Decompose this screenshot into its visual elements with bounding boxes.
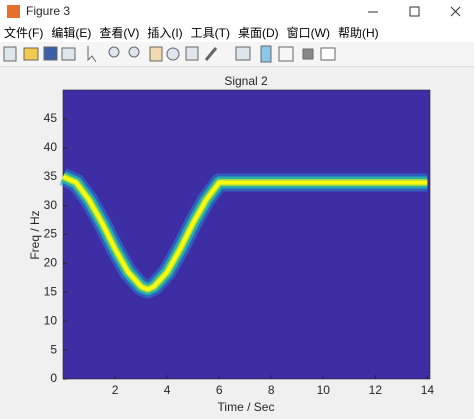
menu-item[interactable]: 文件(F): [4, 26, 44, 40]
menu-item[interactable]: 桌面(D): [237, 26, 279, 40]
maximize-button[interactable]: [409, 6, 420, 17]
x-axis-label: Time / Sec: [218, 400, 275, 414]
title-bar: Figure 3: [0, 0, 474, 24]
toolbar: [0, 42, 474, 67]
tool-buttons[interactable]: [3, 45, 336, 63]
menu-item[interactable]: 窗口(W): [286, 26, 330, 40]
toolbar-icons: [3, 45, 336, 63]
y-axis-label: Freq / Hz: [28, 210, 42, 259]
menu-item[interactable]: 帮助(H): [337, 26, 379, 40]
menu-item[interactable]: 查看(V): [99, 26, 140, 40]
y-tick-label: 10: [44, 313, 58, 327]
close-button[interactable]: [450, 6, 461, 17]
app-icon: [7, 5, 20, 18]
menu-item[interactable]: 编辑(E): [51, 26, 92, 40]
x-tick-label: 2: [112, 383, 119, 397]
window-title: Figure 3: [26, 4, 70, 18]
menu-item[interactable]: 工具(T): [190, 26, 230, 40]
title-bar-graphics: Figure 3: [7, 4, 461, 18]
y-tick-label: 0: [50, 371, 57, 385]
y-tick-label: 20: [44, 256, 58, 270]
y-tick-label: 45: [44, 111, 58, 125]
chart-title: Signal 2: [224, 74, 268, 88]
ridge-line: [63, 177, 427, 290]
menu-bar: 文件(F) 编辑(E) 查看(V) 插入(I) 工具(T) 桌面(D) 窗口(W) 帮助(H): [0, 24, 474, 42]
menu-item[interactable]: 插入(I): [147, 26, 183, 40]
chart: Signal 2 Time / Sec Freq / Hz 2 4 6 8 10 12 14…: [28, 74, 435, 414]
y-tick-label: 30: [44, 198, 58, 212]
x-tick-label: 12: [369, 383, 383, 397]
y-tick-label: 35: [44, 169, 58, 183]
y-tick-label: 25: [44, 227, 58, 241]
x-tick-label: 10: [317, 383, 331, 397]
x-tick-label: 6: [216, 383, 223, 397]
x-tick-label: 14: [421, 383, 435, 397]
y-tick-label: 5: [50, 342, 57, 356]
y-tick-label: 15: [44, 284, 58, 298]
x-tick-label: 4: [164, 383, 171, 397]
plot-area: [62, 89, 431, 380]
x-tick-label: 8: [268, 383, 275, 397]
y-tick-label: 40: [44, 140, 58, 154]
